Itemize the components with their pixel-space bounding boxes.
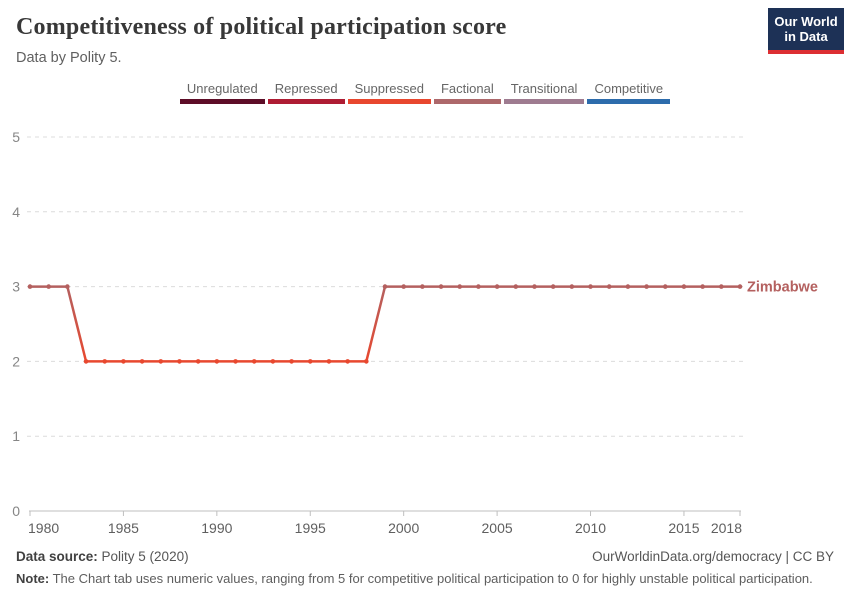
chart-canvas[interactable]: 0 1 2 3 4 5 1980 1985 1990 1995 2000 2005 2010 2015 20… [0, 0, 850, 545]
data-point [27, 284, 33, 289]
data-point [214, 359, 220, 364]
data-point [625, 284, 631, 289]
data-point [737, 284, 743, 289]
data-source-text: Data source: Polity 5 (2020) [16, 549, 189, 564]
data-point [457, 284, 463, 289]
data-point [644, 284, 649, 289]
data-point [177, 359, 182, 364]
legend-item-repressed[interactable]: Repressed [267, 81, 345, 104]
data-point [139, 359, 145, 364]
data-point [476, 284, 481, 289]
legend-item-transitional[interactable]: Transitional [503, 81, 585, 104]
data-point [550, 284, 556, 289]
y-axis-tick-label: 2 [12, 353, 20, 369]
legend-item-competitive[interactable]: Competitive [587, 81, 671, 104]
data-point [65, 284, 70, 289]
owid-logo-line1: Our World [774, 14, 838, 29]
owid-logo[interactable]: Our World in Data [768, 8, 844, 54]
y-axis-tick-label: 0 [12, 503, 20, 519]
x-axis-tick-label: 2010 [575, 520, 606, 536]
data-point [307, 359, 313, 364]
x-axis-tick-label: 1980 [28, 520, 59, 536]
legend-item-label: Suppressed [354, 81, 424, 96]
data-point [606, 284, 612, 289]
chart-subtitle: Data by Polity 5. [16, 50, 122, 66]
data-point [719, 284, 724, 289]
legend-item-label: Transitional [510, 81, 578, 96]
data-point [345, 359, 350, 364]
owid-logo-line2: in Data [784, 29, 828, 45]
legend-item-suppressed[interactable]: Suppressed [347, 81, 431, 104]
data-point [700, 284, 705, 289]
owid-license-link[interactable]: OurWorldinData.org/democracy | CC BY [592, 549, 834, 564]
data-point [251, 359, 257, 364]
data-source-value: Polity 5 (2020) [97, 549, 189, 564]
legend-item-label: Unregulated [186, 81, 258, 96]
data-point [588, 284, 593, 289]
legend-color-bar [347, 99, 431, 104]
data-point [438, 284, 444, 289]
series-segment [66, 286, 88, 362]
note-label: Note: [16, 571, 50, 586]
data-point [158, 359, 164, 364]
x-axis-tick-label: 1990 [201, 520, 232, 536]
x-axis-tick-label: 1995 [295, 520, 326, 536]
legend-color-bar [587, 99, 671, 104]
legend-color-bar [433, 99, 501, 104]
data-point [102, 359, 108, 364]
y-axis-tick-label: 4 [12, 204, 20, 220]
category-legend: Unregulated Repressed Suppressed Factional T… [0, 81, 850, 104]
x-axis-tick-label: 2000 [388, 520, 419, 536]
data-point [233, 359, 238, 364]
legend-item-label: Repressed [274, 81, 338, 96]
entity-label-zimbabwe[interactable]: Zimbabwe [747, 280, 818, 296]
legend-color-bar [179, 99, 265, 104]
y-axis-tick-label: 5 [12, 129, 20, 145]
data-point [681, 284, 687, 289]
legend-item-label: Competitive [594, 81, 664, 96]
data-point [513, 284, 519, 289]
data-point [382, 284, 388, 289]
note-value: The Chart tab uses numeric values, rangi… [49, 571, 813, 586]
legend-color-bar [503, 99, 585, 104]
y-axis-tick-label: 1 [12, 428, 20, 444]
page-title: Competitiveness of political participati… [16, 14, 507, 40]
data-point [121, 359, 126, 364]
data-point [364, 359, 369, 364]
data-point [83, 359, 89, 364]
x-axis-tick-label: 2015 [668, 520, 699, 536]
series-line-zimbabwe[interactable] [27, 284, 743, 364]
data-point [270, 359, 276, 364]
x-axis-tick-label: 1985 [108, 520, 139, 536]
data-point [289, 359, 294, 364]
data-point [569, 284, 575, 289]
legend-item-unregulated[interactable]: Unregulated [179, 81, 265, 104]
data-point [326, 359, 332, 364]
y-axis-tick-label: 3 [12, 279, 20, 295]
legend-item-label: Factional [440, 81, 494, 96]
legend-color-bar [267, 99, 345, 104]
footer-note: Note: The Chart tab uses numeric values,… [16, 571, 834, 586]
legend-item-factional[interactable]: Factional [433, 81, 501, 104]
series-segment [365, 286, 387, 362]
data-point [195, 359, 201, 364]
footer-source-row: Data source: Polity 5 (2020) OurWorldinD… [16, 549, 834, 564]
data-point [662, 284, 668, 289]
data-point [494, 284, 500, 289]
data-source-label: Data source: [16, 549, 98, 564]
data-point [420, 284, 425, 289]
x-axis-tick-label: 2018 [711, 520, 742, 536]
data-point [401, 284, 406, 289]
data-point [532, 284, 537, 289]
x-axis-tick-label: 2005 [482, 520, 513, 536]
data-point [46, 284, 51, 289]
